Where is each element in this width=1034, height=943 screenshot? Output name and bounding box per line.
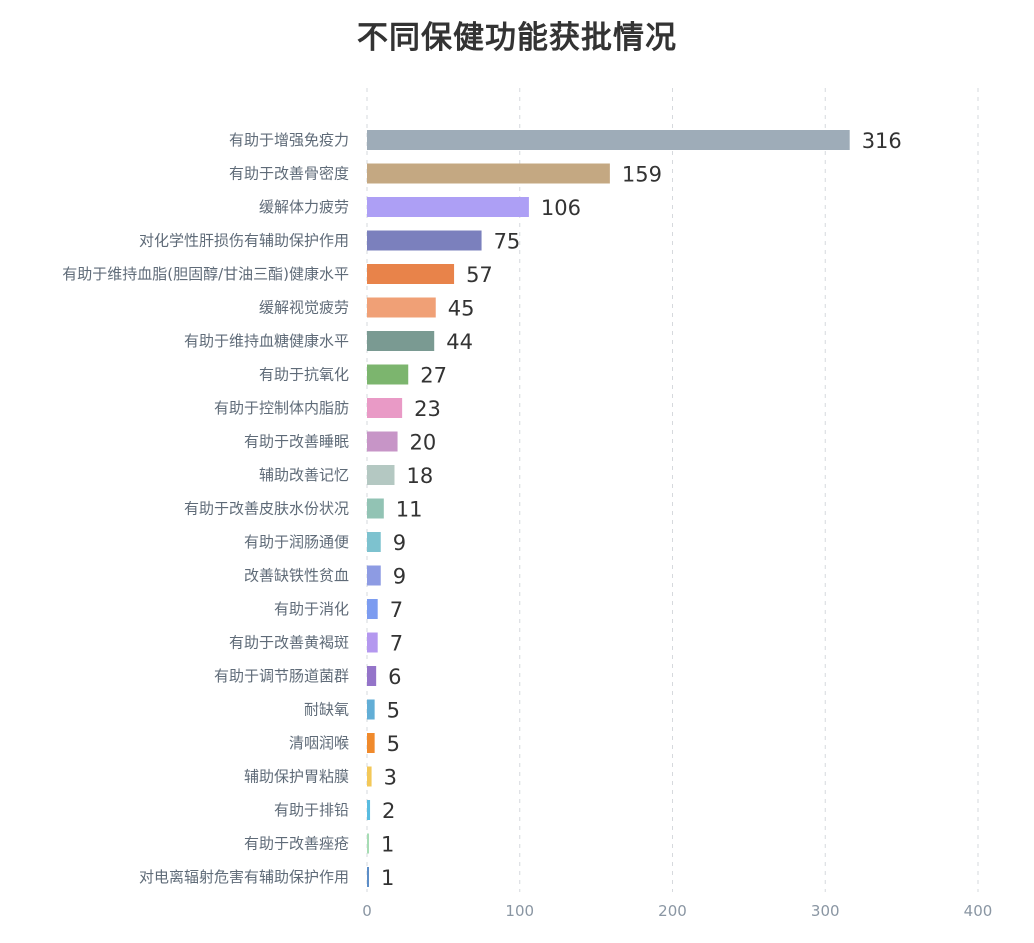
category-label: 对化学性肝损伤有辅助保护作用 [139,232,349,250]
bar [367,766,372,787]
category-label: 有助于改善睡眠 [244,433,349,451]
bars [367,130,850,887]
value-label: 11 [396,498,423,522]
category-label: 有助于抗氧化 [259,366,349,384]
value-label: 159 [622,163,662,187]
bar [367,431,398,452]
category-label: 有助于维持血脂(胆固醇/甘油三酯)健康水平 [62,265,349,283]
grid-lines [366,88,979,892]
value-label: 45 [448,297,475,321]
bar [367,297,436,318]
category-label: 缓解视觉疲劳 [259,299,349,317]
x-tick-label: 400 [964,902,993,920]
value-label: 7 [390,598,403,622]
value-label: 6 [388,665,401,689]
bar [367,398,403,418]
bar [367,364,409,385]
x-tick-label: 0 [362,902,372,920]
value-label: 27 [420,364,447,388]
bar [367,230,482,251]
value-label: 2 [382,799,395,823]
x-tick-label: 100 [505,902,534,920]
value-label: 1 [381,866,394,890]
bar [367,733,375,753]
value-label: 20 [410,431,437,455]
bar [367,130,850,150]
bar [367,599,378,619]
category-label: 缓解体力疲劳 [259,198,349,216]
category-label: 有助于润肠通便 [244,533,349,551]
bar [367,532,381,552]
category-label: 有助于改善皮肤水份状况 [184,500,349,518]
value-label: 23 [414,397,441,421]
bar [367,833,369,854]
bar [367,632,378,653]
value-label: 5 [387,732,400,756]
category-labels: 有助于增强免疫力有助于改善骨密度缓解体力疲劳对化学性肝损伤有辅助保护作用有助于维… [62,131,349,886]
bar [367,465,395,485]
value-label: 75 [494,230,521,254]
category-label: 有助于消化 [274,600,349,618]
category-label: 有助于维持血糖健康水平 [184,332,349,350]
category-label: 辅助保护胃粘膜 [244,768,349,786]
bar [367,867,369,887]
value-label: 3 [384,766,397,790]
category-label: 耐缺氧 [304,701,349,719]
value-label: 316 [862,129,902,153]
bar [367,498,384,519]
category-label: 有助于改善痤疮 [244,835,349,853]
value-label: 106 [541,196,581,220]
value-label: 9 [393,565,406,589]
chart-title: 不同保健功能获批情况 [357,20,677,56]
bar [367,163,610,184]
value-label: 9 [393,531,406,555]
category-label: 有助于调节肠道菌群 [214,667,349,685]
category-label: 辅助改善记忆 [259,466,349,484]
value-label: 57 [466,263,493,287]
bar [367,666,377,686]
category-label: 对电离辐射危害有辅助保护作用 [139,868,349,886]
category-label: 清咽润喉 [289,734,349,752]
value-label: 5 [387,699,400,723]
bar [367,565,381,586]
category-label: 有助于增强免疫力 [229,131,349,149]
category-label: 有助于排铅 [274,801,349,819]
value-label: 1 [381,833,394,857]
x-tick-label: 200 [658,902,687,920]
value-label: 7 [390,632,403,656]
category-label: 有助于改善骨密度 [229,165,349,183]
category-label: 改善缺铁性贫血 [244,567,349,585]
bar [367,264,455,284]
category-label: 有助于改善黄褐斑 [229,634,349,652]
bar [367,699,375,720]
value-label: 44 [446,330,473,354]
bar [367,331,435,351]
category-label: 有助于控制体内脂肪 [214,399,349,417]
bar [367,800,371,820]
x-tick-label: 300 [811,902,840,920]
bar [367,197,529,217]
x-axis-ticks: 0 100 200 300 400 [362,902,992,920]
value-label: 18 [406,464,433,488]
